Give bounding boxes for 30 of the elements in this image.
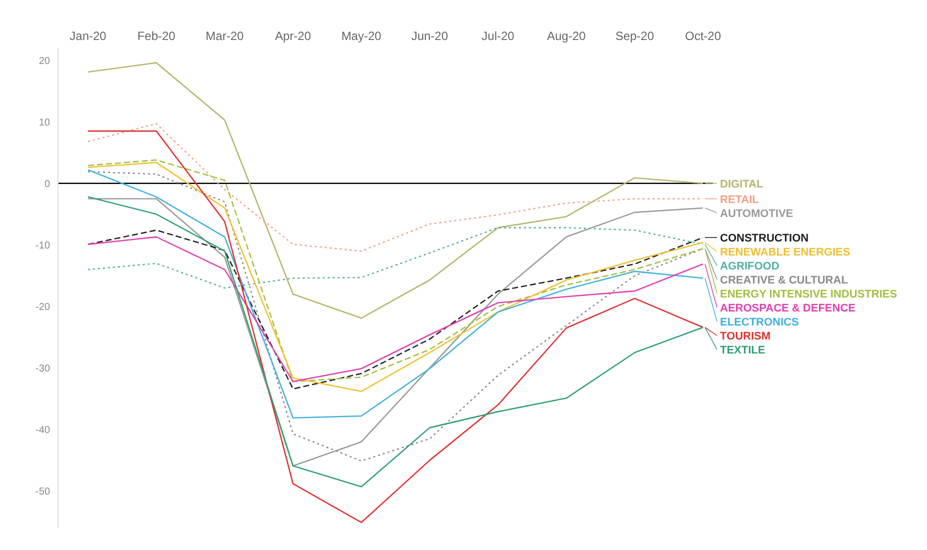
x-tick-label: Sep-20 — [615, 29, 654, 43]
text: ENERGY INTENSIVE INDUSTRIES — [720, 288, 898, 301]
legend-label: TOURISM — [720, 330, 771, 343]
legend-label: AUTOMOTIVE — [720, 208, 794, 220]
y-tick-label: -10 — [36, 240, 50, 252]
series-label: RENEWABLE ENERGIES — [720, 246, 850, 259]
text: AEROSPACE & DEFENCE — [720, 302, 856, 315]
x-tick-label: Jun-20 — [411, 29, 448, 43]
x-tick-label: Oct-20 — [684, 29, 722, 43]
text: ELECTRONICS — [720, 316, 799, 329]
text: AGRIFOOD — [720, 260, 780, 273]
x-tick-label: Aug-20 — [546, 29, 586, 43]
text: CREATIVE & CULTURAL — [720, 274, 848, 287]
legend-label: CONSTRUCTION — [720, 232, 809, 245]
x-tick-label: Jan-20 — [70, 29, 107, 43]
x-tick-label: Apr-20 — [274, 29, 312, 43]
legend-label: DIGITAL — [720, 178, 764, 190]
y-tick-label: -40 — [36, 425, 50, 436]
y-tick-label: -20 — [36, 302, 50, 314]
y-tick-label: 0 — [44, 178, 50, 190]
y-tick-label: 20 — [38, 56, 50, 67]
legend-label: RETAIL — [720, 194, 760, 206]
y-tick-label: -30 — [36, 364, 50, 375]
text: TEXTILE — [720, 344, 766, 357]
y-tick-label: 10 — [38, 117, 50, 128]
x-tick-label: Mar-20 — [206, 29, 244, 43]
x-tick-label: May-20 — [341, 29, 382, 43]
y-tick-label: -50 — [36, 486, 50, 498]
x-tick-label: Feb-20 — [137, 29, 176, 43]
x-tick-label: Jul-20 — [482, 29, 515, 43]
